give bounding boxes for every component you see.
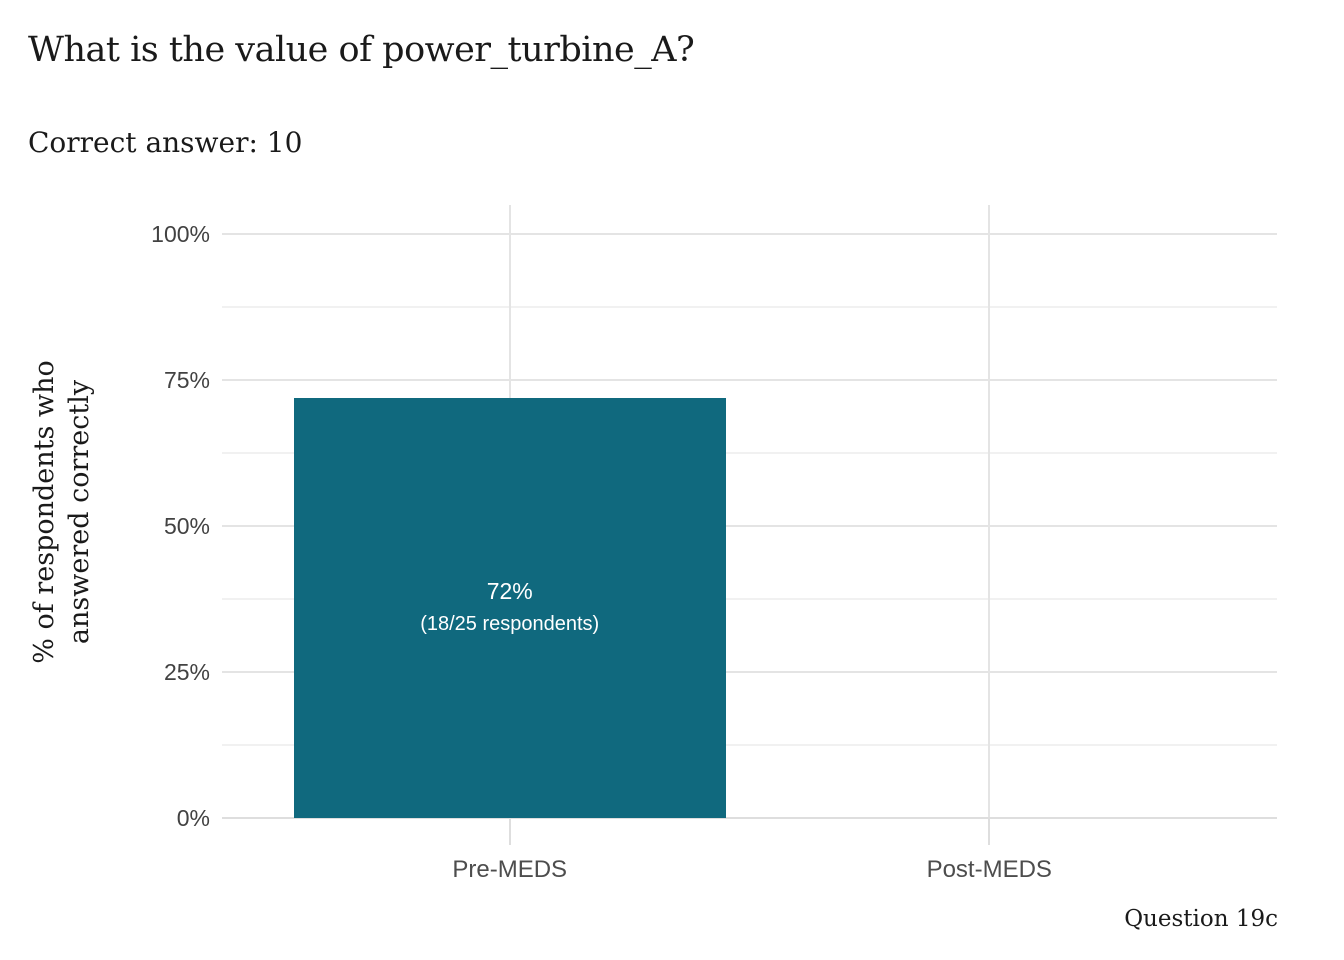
- gridline-minor: [222, 452, 1277, 455]
- gridline-major: [222, 379, 1277, 382]
- gridline-minor: [222, 744, 1277, 747]
- x-axis-tick: [988, 818, 991, 845]
- x-tick-label: Post-MEDS: [926, 856, 1052, 883]
- gridline-minor: [222, 306, 1277, 309]
- bar: [293, 397, 726, 818]
- y-tick-label: 100%: [151, 221, 210, 248]
- y-tick-label: 50%: [163, 513, 210, 540]
- bar-label: 72% (18/25 respondents): [294, 398, 726, 818]
- gridline-major: [222, 233, 1277, 236]
- chart-caption: Question 19c: [1124, 906, 1278, 932]
- bar-label-percent: 72%: [486, 577, 533, 604]
- gridline-vertical: [988, 205, 991, 818]
- y-tick-label: 0%: [176, 805, 210, 831]
- y-tick-label: 75%: [163, 367, 210, 394]
- y-tick-label: 25%: [163, 659, 210, 686]
- x-axis-tick: [508, 818, 511, 845]
- gridline-major: [222, 525, 1277, 528]
- chart-subtitle: Correct answer: 10: [28, 126, 303, 159]
- gridline-major: [222, 671, 1277, 674]
- x-tick-label: Pre-MEDS: [452, 856, 568, 883]
- chart-title: What is the value of power_turbine_A?: [28, 30, 695, 70]
- gridline-minor: [222, 598, 1277, 601]
- bar-label-respondents: (18/25 respondents): [420, 612, 600, 635]
- x-axis-line: [222, 817, 1277, 819]
